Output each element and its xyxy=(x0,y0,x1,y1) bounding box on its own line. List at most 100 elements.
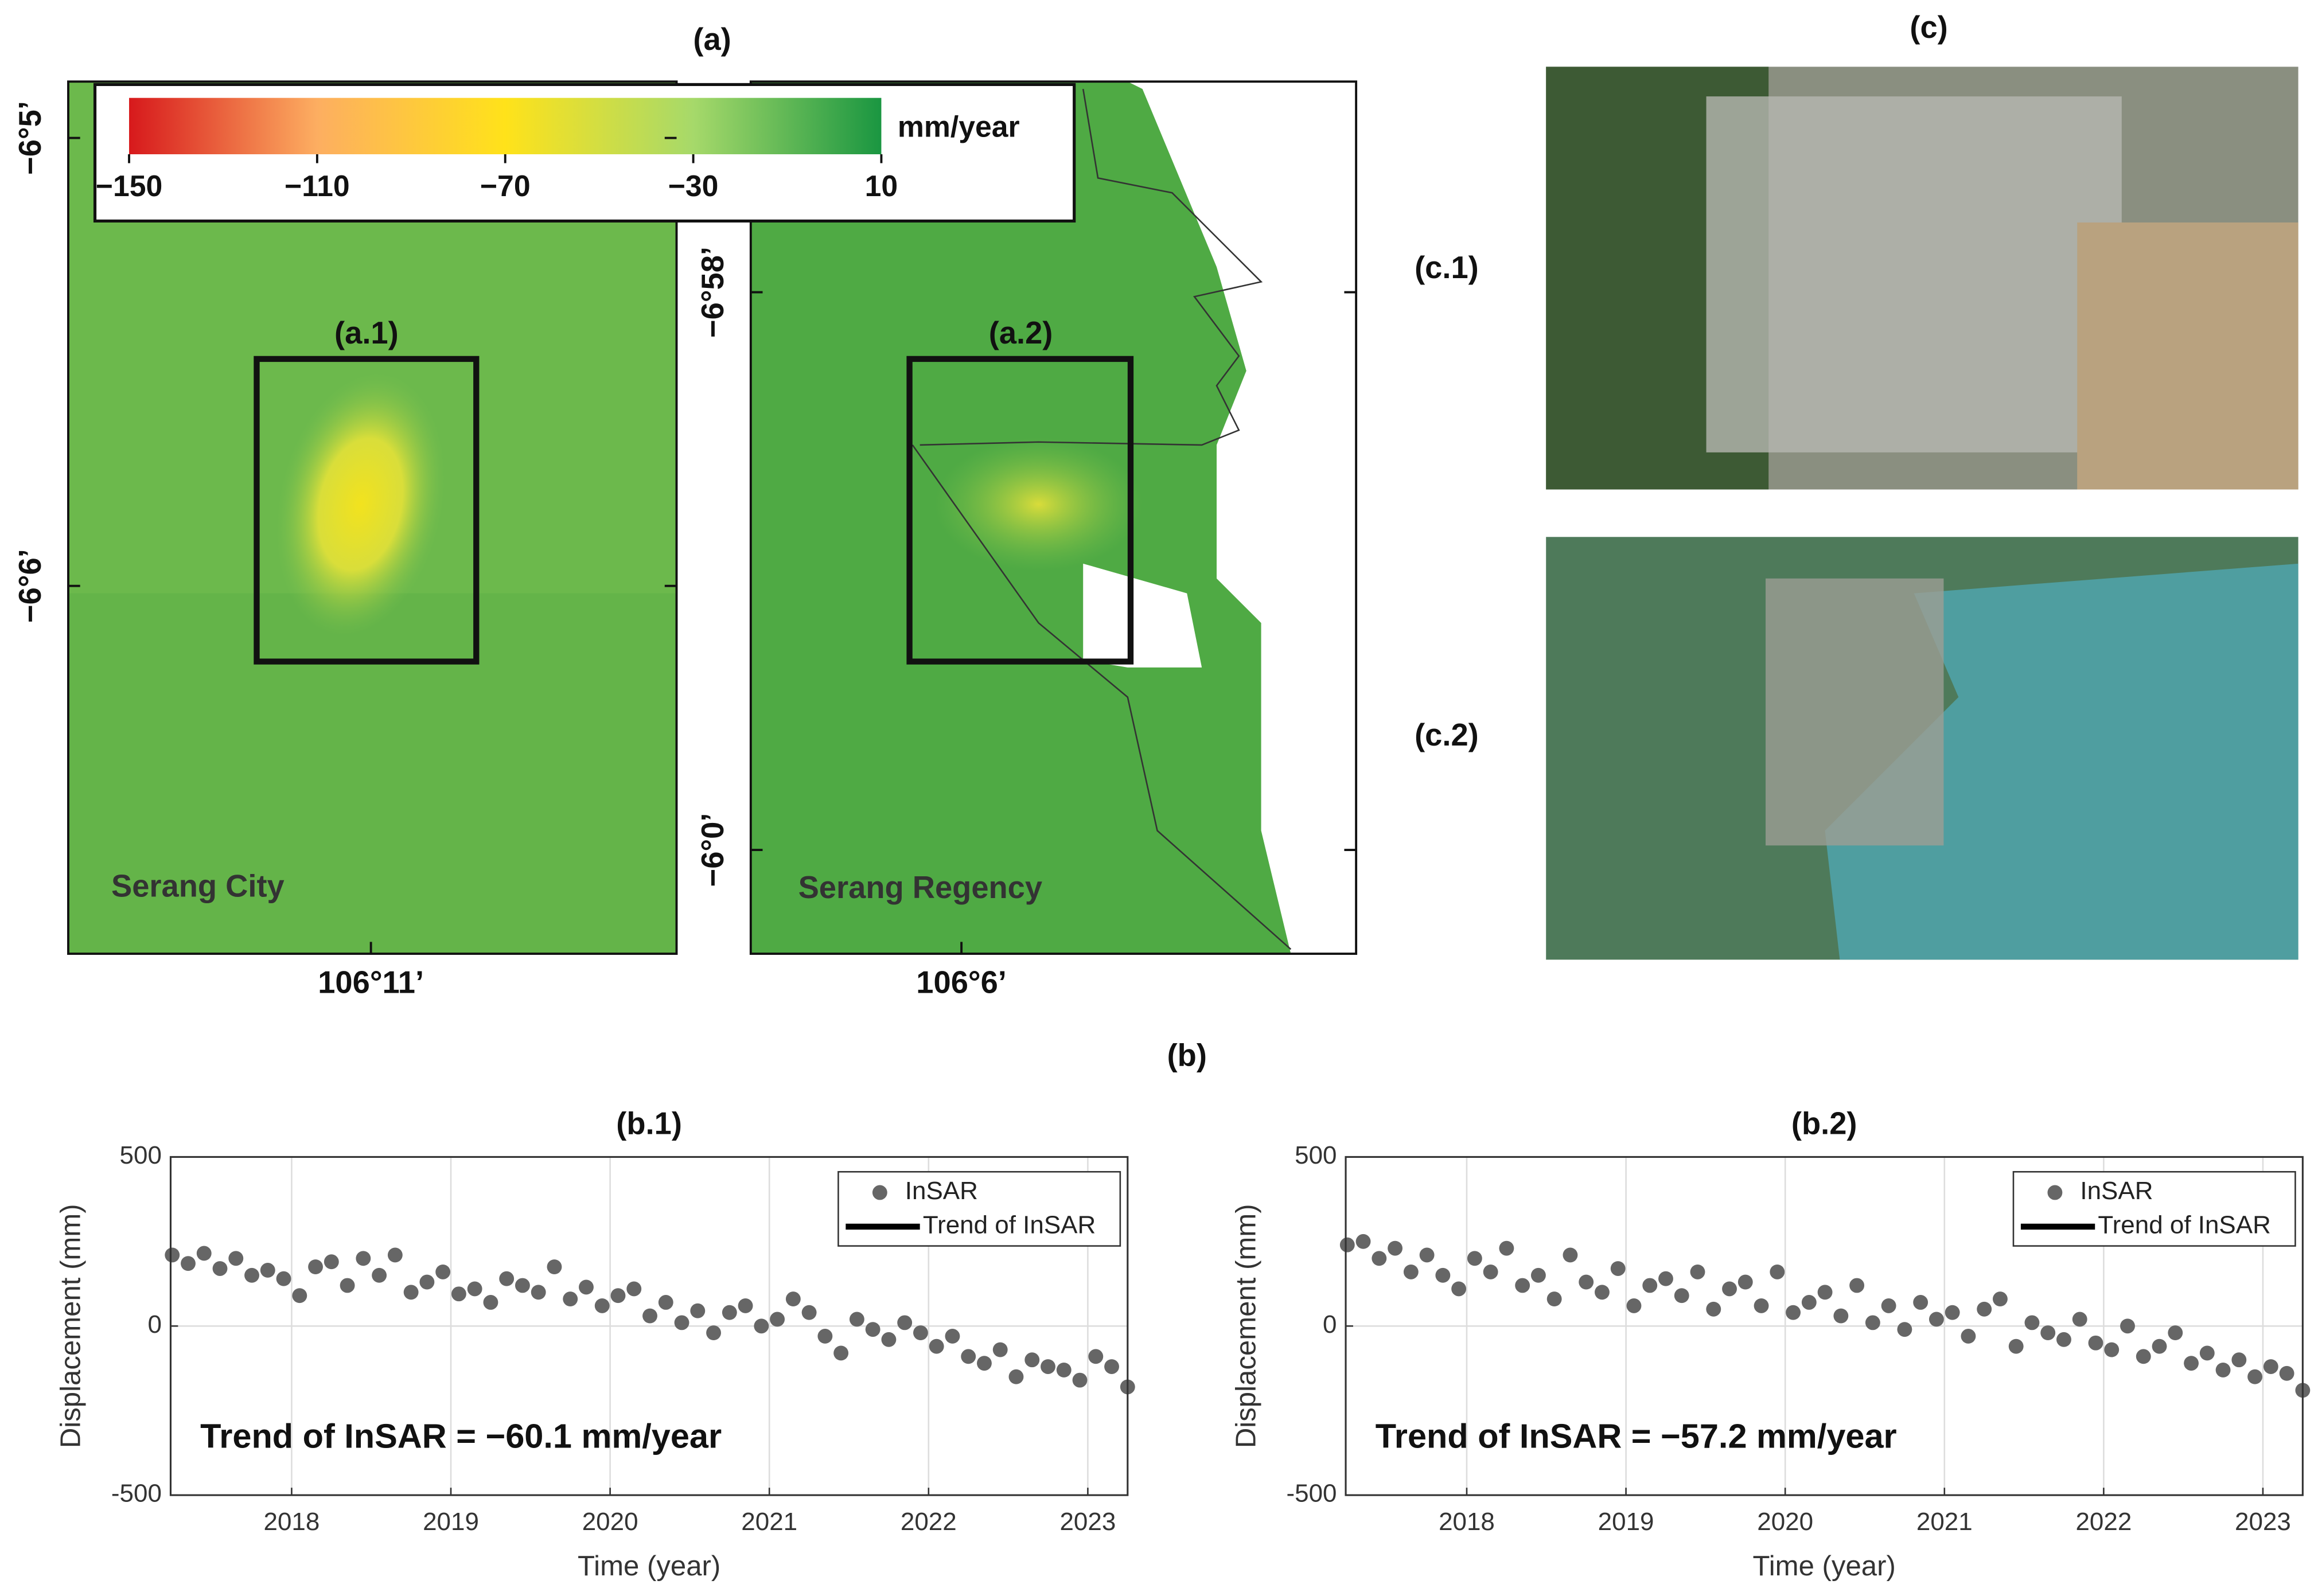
data-point xyxy=(2088,1335,2103,1351)
legend-label: Trend of InSAR xyxy=(923,1211,1096,1239)
legend-marker xyxy=(2047,1185,2063,1200)
map-x-tick-label: 106°11’ xyxy=(318,965,424,1000)
data-point xyxy=(499,1271,515,1286)
data-point xyxy=(419,1274,435,1290)
data-point xyxy=(642,1308,657,1324)
x-tick-label: 2021 xyxy=(741,1508,797,1536)
data-point xyxy=(1737,1274,1753,1290)
plot-frame xyxy=(1345,1156,2304,1496)
data-point xyxy=(451,1286,466,1302)
panel-label: (b) xyxy=(1167,1037,1207,1072)
colorbar-tick-label: 10 xyxy=(865,169,898,202)
data-point xyxy=(1563,1247,1578,1263)
boundary-line xyxy=(911,444,1292,950)
data-point xyxy=(626,1281,642,1297)
x-tick-label: 2018 xyxy=(1439,1508,1495,1536)
place-name: Serang City xyxy=(111,869,285,904)
y-axis-label: Displacement (mm) xyxy=(1230,1204,1261,1448)
data-point xyxy=(1945,1305,1960,1320)
data-point xyxy=(706,1325,721,1340)
data-point xyxy=(2104,1342,2120,1357)
subsidence-area xyxy=(276,372,445,636)
x-tick-label: 2019 xyxy=(1598,1508,1654,1536)
photo-label: (c.2) xyxy=(1415,717,1479,752)
x-tick-label: 2021 xyxy=(1916,1508,1973,1536)
data-point xyxy=(1008,1369,1024,1384)
data-point xyxy=(212,1261,228,1276)
data-point xyxy=(340,1278,355,1293)
data-point xyxy=(1579,1274,1594,1290)
data-point xyxy=(1530,1267,1546,1283)
data-point xyxy=(1403,1264,1419,1279)
data-point xyxy=(2072,1312,2087,1327)
map-label: (a.2) xyxy=(989,315,1053,350)
data-point xyxy=(1913,1295,1928,1310)
photo-sea xyxy=(1825,563,2298,960)
data-point xyxy=(547,1259,562,1275)
data-point xyxy=(1786,1305,1801,1320)
y-tick-label: 500 xyxy=(120,1141,162,1169)
data-point xyxy=(372,1267,387,1283)
data-point xyxy=(785,1291,801,1307)
x-tick-label: 2023 xyxy=(2235,1508,2291,1536)
y-axis-label: Displacement (mm) xyxy=(56,1204,87,1448)
data-point xyxy=(754,1318,769,1334)
data-point xyxy=(674,1315,689,1330)
colorbar-tick-label: −70 xyxy=(480,169,531,202)
data-point xyxy=(1977,1301,1992,1317)
data-point xyxy=(228,1251,244,1266)
data-point xyxy=(2279,1365,2294,1381)
data-point xyxy=(2152,1339,2167,1354)
data-point xyxy=(387,1247,403,1263)
data-point xyxy=(1483,1264,1498,1279)
x-tick-label: 2022 xyxy=(2075,1508,2132,1536)
photo-port xyxy=(1766,578,1944,846)
data-point xyxy=(1928,1312,1944,1327)
data-point xyxy=(276,1271,291,1286)
data-point xyxy=(610,1288,626,1304)
data-point xyxy=(1817,1285,1833,1300)
data-point xyxy=(181,1256,196,1271)
data-point xyxy=(849,1312,864,1327)
data-point xyxy=(1104,1359,1119,1374)
data-point xyxy=(260,1263,275,1278)
data-point xyxy=(913,1325,928,1340)
data-point xyxy=(467,1281,482,1297)
data-point xyxy=(1056,1362,1072,1378)
boundary-line xyxy=(920,88,1263,446)
map-shade xyxy=(68,593,677,954)
data-point xyxy=(1658,1271,1673,1286)
data-point xyxy=(1355,1234,1371,1249)
data-point xyxy=(1690,1264,1705,1279)
colorbar-unit: mm/year xyxy=(898,110,1020,143)
data-point xyxy=(929,1339,944,1354)
data-point xyxy=(2136,1349,2151,1364)
data-point xyxy=(1754,1298,1769,1313)
photo-label: (c.1) xyxy=(1415,250,1479,285)
data-point xyxy=(165,1247,180,1263)
colorbar-tick-label: −110 xyxy=(285,169,350,202)
data-point xyxy=(196,1246,212,1261)
data-point xyxy=(1993,1291,2008,1307)
x-tick-label: 2020 xyxy=(1757,1508,1813,1536)
data-point xyxy=(897,1315,913,1330)
data-point xyxy=(1801,1295,1817,1310)
data-point xyxy=(435,1264,451,1279)
chart-title: (b.2) xyxy=(1791,1106,1857,1141)
data-point xyxy=(1833,1308,1849,1324)
data-point xyxy=(324,1254,339,1270)
data-point xyxy=(1088,1349,1104,1364)
data-point xyxy=(961,1349,976,1364)
data-point xyxy=(1546,1291,1562,1307)
data-point xyxy=(1451,1281,1467,1297)
data-point xyxy=(1041,1359,1055,1374)
map-frame xyxy=(749,80,1358,955)
map-x-tick-label: 106°6’ xyxy=(916,965,1007,1000)
data-point xyxy=(658,1295,673,1310)
x-tick-label: 2023 xyxy=(1059,1508,1116,1536)
data-point xyxy=(1499,1240,1514,1256)
no-data-area xyxy=(1083,563,1202,668)
data-point xyxy=(515,1278,530,1293)
map-y-tick-label: −6°58’ xyxy=(695,247,730,338)
